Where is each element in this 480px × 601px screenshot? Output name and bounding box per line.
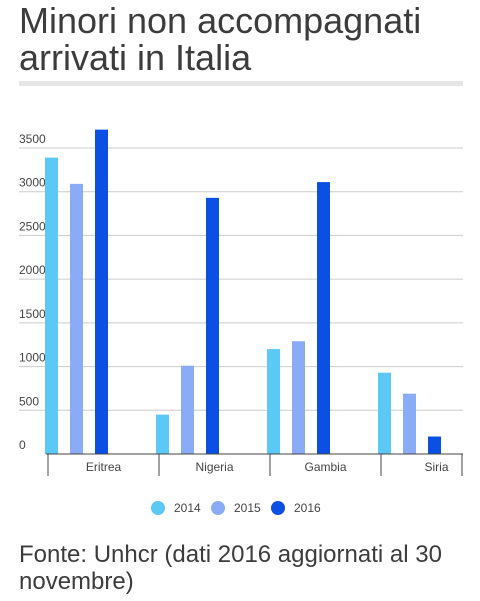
x-tick-label: Eritrea (86, 460, 122, 474)
bar-eritrea-2016 (95, 129, 108, 454)
legend-swatch-2015 (211, 501, 225, 515)
chart-title: Minori non accompagnati arrivati in Ital… (19, 0, 422, 78)
y-tick-label: 2500 (19, 219, 46, 233)
gridlines (19, 147, 463, 411)
bar-eritrea-2015 (70, 183, 83, 455)
x-tick-label: Nigeria (195, 460, 233, 474)
bars (45, 129, 441, 455)
legend-label: 2014 (174, 501, 201, 515)
bar-nigeria-2015 (181, 365, 194, 454)
y-tick-label: 0 (19, 438, 26, 452)
bar-eritrea-2014 (45, 157, 58, 455)
y-tick-label: 3500 (19, 132, 46, 146)
legend-swatch-2016 (271, 501, 285, 515)
bar-siria-2016 (428, 436, 441, 454)
bar-chart: 0 500 1000 1500 2000 2500 3000 3500 Eritrea Nige… (19, 129, 463, 515)
legend: 2014 2015 2016 (151, 501, 321, 515)
y-tick-label: 3000 (19, 176, 46, 190)
bar-gambia-2016 (317, 182, 330, 454)
legend-label: 2015 (234, 501, 261, 515)
bar-siria-2015 (403, 393, 416, 454)
bar-nigeria-2016 (206, 197, 219, 454)
legend-label: 2016 (294, 501, 321, 515)
x-axis: Eritrea Nigeria Gambia Siria (46, 453, 463, 476)
bar-nigeria-2014 (156, 414, 169, 454)
source-note: Fonte: Unhcr (dati 2016 aggiornati al 30… (19, 541, 442, 595)
legend-swatch-2014 (151, 501, 165, 515)
y-axis-ticks: 0 500 1000 1500 2000 2500 3000 3500 (19, 132, 46, 452)
x-tick-label: Siria (424, 460, 448, 474)
y-tick-label: 2000 (19, 263, 46, 277)
y-tick-label: 500 (19, 394, 39, 408)
bar-gambia-2014 (267, 349, 280, 454)
bar-siria-2014 (378, 372, 391, 454)
x-tick-label: Gambia (304, 460, 346, 474)
y-tick-label: 1500 (19, 307, 46, 321)
title-divider (19, 81, 463, 86)
y-tick-label: 1000 (19, 351, 46, 365)
bar-gambia-2015 (292, 341, 305, 454)
